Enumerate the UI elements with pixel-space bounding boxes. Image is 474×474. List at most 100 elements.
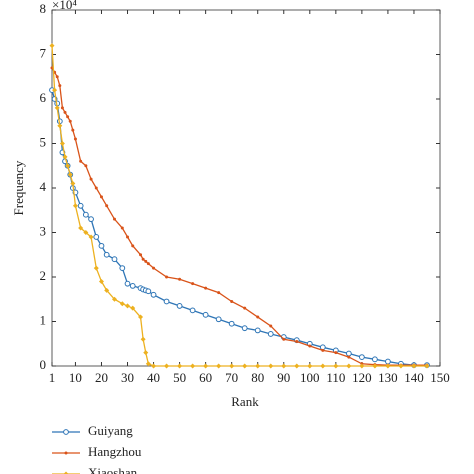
y-tick-label: 5	[40, 134, 47, 149]
point	[178, 277, 182, 281]
point	[151, 363, 157, 369]
point	[190, 363, 196, 369]
point	[70, 181, 76, 187]
point	[164, 363, 170, 369]
point	[77, 202, 84, 209]
point	[203, 363, 209, 369]
point	[347, 355, 351, 359]
x-tick-label: 120	[352, 370, 372, 385]
point	[63, 471, 69, 474]
y-tick-label: 3	[40, 223, 47, 238]
point	[398, 363, 404, 369]
point	[268, 363, 274, 369]
point	[119, 265, 126, 272]
y-tick-label: 8	[40, 1, 47, 16]
point	[358, 354, 365, 361]
x-tick-label: 60	[199, 370, 212, 385]
point	[189, 307, 196, 314]
point	[89, 177, 93, 181]
point	[204, 286, 208, 290]
point	[176, 303, 183, 309]
point	[71, 128, 75, 132]
point	[119, 301, 125, 307]
point	[98, 278, 104, 284]
point	[145, 361, 151, 367]
point	[99, 195, 103, 199]
legend-label: Hangzhou	[88, 444, 142, 459]
point	[105, 204, 109, 208]
point	[359, 363, 365, 369]
point	[281, 363, 287, 369]
point	[78, 225, 84, 231]
point	[103, 251, 110, 258]
point	[143, 350, 149, 356]
x-tick-label: 140	[404, 370, 424, 385]
point	[228, 320, 235, 327]
x-tick-label: 30	[121, 370, 134, 385]
point	[144, 259, 148, 263]
point	[345, 350, 352, 357]
point	[243, 306, 247, 310]
x-tick-label: 80	[251, 370, 264, 385]
point	[333, 363, 339, 369]
point	[216, 363, 222, 369]
point	[49, 43, 55, 49]
point	[52, 87, 58, 93]
point	[120, 226, 124, 230]
point	[254, 327, 261, 334]
point	[150, 291, 157, 298]
point	[229, 363, 235, 369]
point	[295, 340, 299, 344]
point	[152, 266, 156, 270]
point	[58, 84, 62, 88]
y-tick-label: 0	[40, 357, 47, 372]
point	[129, 283, 136, 289]
point	[67, 172, 73, 178]
point	[126, 235, 130, 239]
point	[294, 363, 300, 369]
point	[334, 351, 338, 355]
point	[83, 230, 89, 235]
point	[139, 253, 143, 257]
x-tick-label: 130	[378, 370, 398, 385]
point	[68, 119, 72, 123]
point	[124, 280, 131, 287]
x-axis-label: Rank	[231, 394, 259, 409]
series-line	[51, 67, 427, 366]
point	[202, 311, 209, 318]
point	[88, 216, 94, 223]
point	[88, 234, 94, 240]
point	[385, 358, 391, 365]
point	[191, 282, 195, 286]
series-line	[51, 45, 427, 367]
point	[411, 363, 417, 369]
x-tick-label: 50	[173, 370, 186, 385]
plot-frame	[51, 9, 441, 367]
point	[94, 186, 98, 190]
point	[66, 115, 70, 119]
y-tick-label: 6	[40, 90, 47, 105]
y-multiplier: ×10⁴	[52, 0, 77, 12]
point	[307, 363, 313, 369]
point	[138, 314, 144, 320]
point	[242, 363, 248, 369]
point	[141, 257, 145, 261]
point	[112, 217, 116, 221]
point	[82, 211, 89, 218]
point	[104, 287, 110, 293]
point	[269, 324, 273, 328]
point	[321, 348, 325, 352]
point	[308, 344, 312, 348]
point	[93, 265, 99, 271]
x-tick-label: 20	[95, 370, 108, 385]
point	[111, 256, 118, 263]
x-tick-label: 150	[430, 370, 450, 385]
point	[63, 429, 69, 435]
point	[140, 336, 146, 342]
point	[230, 299, 234, 303]
point	[145, 288, 152, 295]
point	[125, 303, 131, 309]
point	[256, 315, 260, 319]
point	[163, 298, 170, 305]
point	[282, 337, 286, 341]
